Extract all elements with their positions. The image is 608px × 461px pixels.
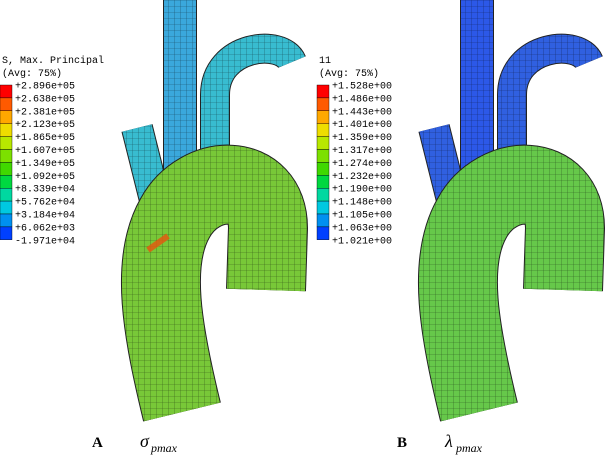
legend-label: +1.105e+00 bbox=[332, 211, 392, 222]
legend-band bbox=[316, 149, 330, 163]
aorta bbox=[120, 0, 309, 422]
legend-band bbox=[0, 213, 13, 228]
legend-band bbox=[316, 136, 330, 150]
legend-band bbox=[0, 200, 13, 215]
legend-title: 11 bbox=[319, 56, 331, 67]
legend-label: +6.062e+03 bbox=[15, 223, 75, 234]
legend-band bbox=[316, 84, 330, 99]
legend-band bbox=[0, 110, 13, 124]
caption-subscript: pmax bbox=[150, 441, 178, 455]
legend-label: +5.762e+04 bbox=[15, 198, 75, 209]
legend-band bbox=[0, 123, 13, 137]
legend-band bbox=[0, 187, 13, 202]
legend-label: -1.971e+04 bbox=[15, 236, 75, 247]
legend-label: +1.349e+05 bbox=[15, 159, 75, 170]
legend-label: +1.148e+00 bbox=[332, 198, 392, 209]
stress-spot bbox=[146, 233, 170, 253]
legend-label: +1.865e+05 bbox=[15, 133, 75, 144]
aorta bbox=[417, 0, 606, 422]
legend-band bbox=[0, 97, 13, 112]
legend-band bbox=[0, 149, 13, 163]
legend-band bbox=[316, 162, 330, 176]
legend-label: +1.443e+00 bbox=[332, 107, 392, 118]
arch-mesh bbox=[418, 145, 605, 422]
legend-label: +1.190e+00 bbox=[332, 185, 392, 196]
caption-letter: A bbox=[92, 435, 103, 451]
legend-band bbox=[316, 187, 330, 202]
legend-band bbox=[0, 226, 13, 240]
legend-label: +2.381e+05 bbox=[15, 107, 75, 118]
legend-band bbox=[316, 110, 330, 124]
panel: 11(Avg: 75%) +1.528e+00+1.486e+00 +1.443e+… bbox=[316, 0, 606, 455]
arch-mesh bbox=[121, 145, 308, 422]
legend-subtitle: (Avg: 75%) bbox=[2, 68, 62, 80]
caption-letter: B bbox=[397, 435, 407, 451]
right-branch-mesh bbox=[201, 34, 305, 195]
legend-label: +1.528e+00 bbox=[332, 82, 392, 93]
legend-label: +1.317e+00 bbox=[332, 146, 392, 157]
legend-label: +2.896e+05 bbox=[15, 82, 75, 93]
legend-label: +1.063e+00 bbox=[332, 223, 392, 234]
legend-label: +1.092e+05 bbox=[15, 172, 75, 183]
right-branch-mesh bbox=[498, 34, 602, 195]
legend-band bbox=[316, 97, 330, 112]
legend-band bbox=[316, 175, 330, 189]
legend-label: +1.359e+00 bbox=[332, 133, 392, 144]
panel: S, Max. Principal(Avg: 75%)+2.896e+05+2.… bbox=[0, 0, 309, 455]
legend-label: +1.274e+00 bbox=[332, 159, 392, 170]
legend-label: +8.339e+04 bbox=[15, 185, 75, 196]
legend-label: +1.486e+00 bbox=[332, 94, 392, 105]
legend-label: +1.401e+00 bbox=[332, 120, 392, 131]
legend-band bbox=[0, 136, 13, 150]
caption-symbol: σ bbox=[140, 431, 150, 451]
legend-label: +2.638e+05 bbox=[15, 94, 75, 105]
caption-subscript: pmax bbox=[455, 441, 483, 455]
legend-label: +3.184e+04 bbox=[15, 211, 75, 222]
caption-symbol: λ bbox=[444, 431, 453, 451]
legend-band bbox=[0, 175, 13, 189]
legend-subtitle: (Avg: 75%) bbox=[319, 68, 379, 80]
legend-band bbox=[316, 213, 330, 228]
legend-band bbox=[0, 162, 13, 176]
legend-band bbox=[316, 226, 330, 240]
legend-label: +1.021e+00 bbox=[332, 236, 392, 247]
legend-label: +1.607e+05 bbox=[15, 146, 75, 157]
legend-label: +1.232e+00 bbox=[332, 172, 392, 183]
legend-band bbox=[316, 200, 330, 215]
legend-title: S, Max. Principal bbox=[2, 55, 104, 67]
legend-label: +2.123e+05 bbox=[15, 120, 75, 131]
legend-band bbox=[0, 84, 13, 99]
legend-band bbox=[316, 123, 330, 137]
